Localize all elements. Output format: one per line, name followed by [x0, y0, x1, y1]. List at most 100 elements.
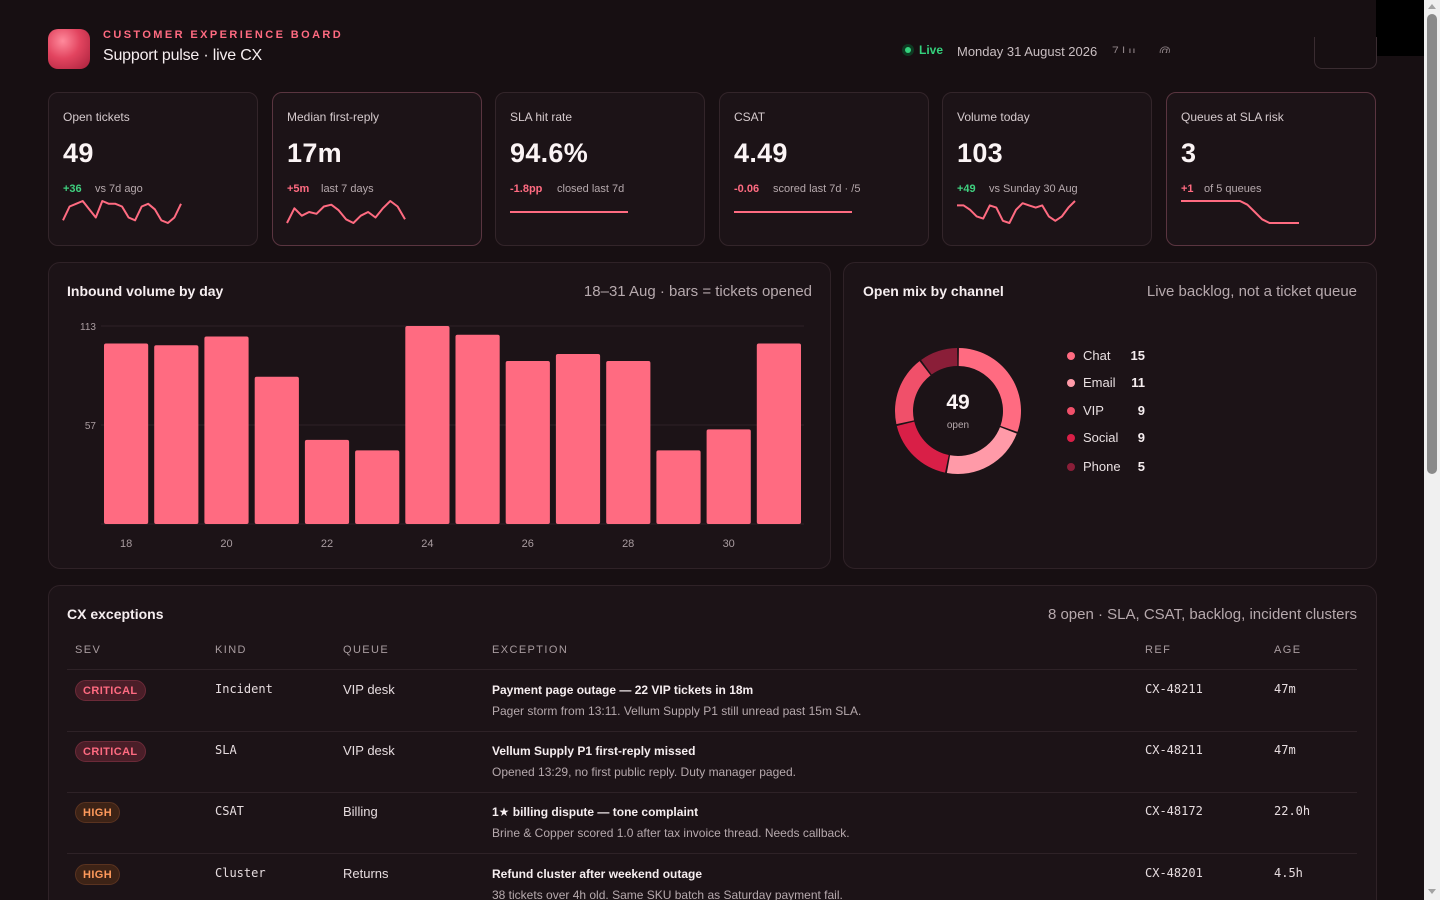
row-exception-desc: 38 tickets over 4h old. Same SKU batch a…	[492, 888, 843, 900]
row-exception-title: Refund cluster after weekend outage	[492, 867, 703, 881]
board-eyebrow: CUSTOMER EXPERIENCE BOARD	[103, 29, 344, 41]
legend-item-vip[interactable]: VIP 9	[1067, 403, 1145, 418]
row-kind: CSAT	[215, 804, 244, 818]
theme-button[interactable]	[1314, 37, 1377, 69]
legend-item-email[interactable]: Email 11	[1067, 375, 1145, 390]
row-age: 47m	[1274, 743, 1296, 757]
bar-26[interactable]	[505, 361, 550, 524]
sparkline-path	[957, 200, 1076, 224]
kpi-card[interactable]: CSAT 4.49 -0.06 scored last 7d · /5	[719, 92, 929, 246]
bar-19[interactable]	[154, 345, 199, 524]
row-ref[interactable]: CX-48201	[1145, 866, 1203, 880]
donut-center-label: open	[947, 420, 969, 431]
kpi-sparkline	[957, 200, 1076, 224]
x-tick-label: 24	[421, 538, 433, 550]
scroll-up-icon[interactable]	[1428, 4, 1436, 9]
legend-item-chat[interactable]: Chat 15	[1067, 348, 1145, 363]
kpi-sub: of 5 queues	[1204, 183, 1262, 195]
legend-value: 5	[1137, 459, 1145, 474]
row-ref[interactable]: CX-48172	[1145, 804, 1203, 818]
col-sev[interactable]: SEV	[75, 644, 102, 656]
col-exception[interactable]: EXCEPTION	[492, 644, 569, 656]
legend-dot-icon	[1067, 433, 1075, 442]
kpi-card[interactable]: Open tickets 49 +36 vs 7d ago	[48, 92, 258, 246]
kpi-label: Median first-reply	[287, 110, 380, 124]
row-age: 4.5h	[1274, 866, 1303, 880]
scrollbar-thumb[interactable]	[1427, 14, 1437, 474]
page-scrollbar[interactable]	[1424, 0, 1440, 900]
bar-27[interactable]	[555, 354, 601, 524]
x-tick-label: 28	[622, 538, 634, 550]
legend-dot-icon	[1067, 462, 1075, 471]
kpi-card[interactable]: Volume today 103 +49 vs Sunday 30 Aug	[942, 92, 1152, 246]
legend-item-social[interactable]: Social 9	[1067, 430, 1145, 445]
live-indicator: Live	[902, 43, 943, 57]
col-ref[interactable]: REF	[1145, 644, 1172, 656]
bar-28[interactable]	[606, 361, 651, 524]
row-age: 47m	[1274, 682, 1296, 696]
severity-badge: HIGH	[75, 802, 121, 823]
legend-value: 9	[1137, 403, 1145, 418]
sparkline-path	[1181, 200, 1299, 224]
col-kind[interactable]: KIND	[215, 644, 247, 656]
donut-slice-social[interactable]	[896, 421, 949, 473]
row-kind: SLA	[215, 743, 237, 757]
current-date: Monday 31 August 2026	[957, 44, 1098, 59]
legend-item-phone[interactable]: Phone 5	[1067, 459, 1145, 474]
kpi-sparkline	[62, 200, 182, 224]
window-corner	[1376, 0, 1424, 56]
kpi-label: Queues at SLA risk	[1181, 110, 1284, 124]
kpi-sparkline	[1181, 200, 1299, 224]
exceptions-subtitle: 8 open · SLA, CSAT, backlog, incident cl…	[1047, 606, 1357, 623]
row-divider	[67, 731, 1357, 732]
bar-25[interactable]	[455, 334, 500, 524]
x-tick-label: 20	[220, 538, 232, 550]
legend-value: 9	[1137, 430, 1145, 445]
scroll-down-icon[interactable]	[1428, 889, 1436, 894]
sparkline-path	[286, 200, 406, 224]
volume-panel: Inbound volume by day 18–31 Aug · bars =…	[48, 262, 831, 569]
donut-slice-vip[interactable]	[895, 361, 931, 425]
row-exception-desc: Pager storm from 13:11. Vellum Supply P1…	[492, 704, 862, 718]
row-queue: VIP desk	[343, 682, 395, 697]
row-divider	[67, 792, 1357, 793]
kpi-card[interactable]: SLA hit rate 94.6% -1.8pp closed last 7d	[495, 92, 705, 246]
bar-23[interactable]	[355, 450, 400, 524]
legend-dot-icon	[1067, 351, 1075, 360]
severity-badge: CRITICAL	[75, 741, 146, 762]
bar-18[interactable]	[104, 343, 149, 525]
bar-24[interactable]	[405, 326, 450, 524]
severity-badge: HIGH	[75, 864, 121, 885]
bar-21[interactable]	[254, 376, 299, 524]
row-queue: Returns	[343, 866, 389, 881]
kpi-delta: +5m	[287, 183, 310, 195]
x-tick-label: 22	[321, 538, 333, 550]
row-queue: VIP desk	[343, 743, 395, 758]
row-ref[interactable]: CX-48211	[1145, 682, 1203, 696]
col-queue[interactable]: QUEUE	[343, 644, 390, 656]
bar-30[interactable]	[706, 429, 751, 524]
col-age[interactable]: AGE	[1274, 644, 1302, 656]
brand-logo	[48, 29, 90, 69]
bar-22[interactable]	[304, 439, 350, 524]
live-label: Live	[919, 43, 944, 57]
header-meta-text: 7 Lu... ...@... ...	[1112, 44, 1195, 53]
row-ref[interactable]: CX-48211	[1145, 743, 1203, 757]
bar-31[interactable]	[756, 343, 801, 525]
donut-slice-email[interactable]	[946, 427, 1017, 474]
page-title: Support pulse · live CX	[103, 47, 263, 64]
donut-slice-phone[interactable]	[921, 348, 958, 375]
channel-mix-panel: Open mix by channel Live backlog, not a …	[843, 262, 1377, 569]
severity-badge: CRITICAL	[75, 680, 146, 701]
kpi-sub: last 7 days	[321, 183, 374, 195]
bar-20[interactable]	[204, 336, 249, 525]
bar-29[interactable]	[656, 450, 701, 524]
kpi-card[interactable]: Median first-reply 17m +5m last 7 days	[272, 92, 482, 246]
donut-slice-chat[interactable]	[958, 348, 1021, 432]
row-kind: Cluster	[215, 866, 266, 880]
kpi-card[interactable]: Queues at SLA risk 3 +1 of 5 queues	[1166, 92, 1376, 246]
kpi-sparkline	[734, 211, 852, 213]
kpi-sub: scored last 7d · /5	[773, 183, 861, 195]
row-exception-title: 1★ billing dispute — tone complaint	[492, 805, 699, 819]
